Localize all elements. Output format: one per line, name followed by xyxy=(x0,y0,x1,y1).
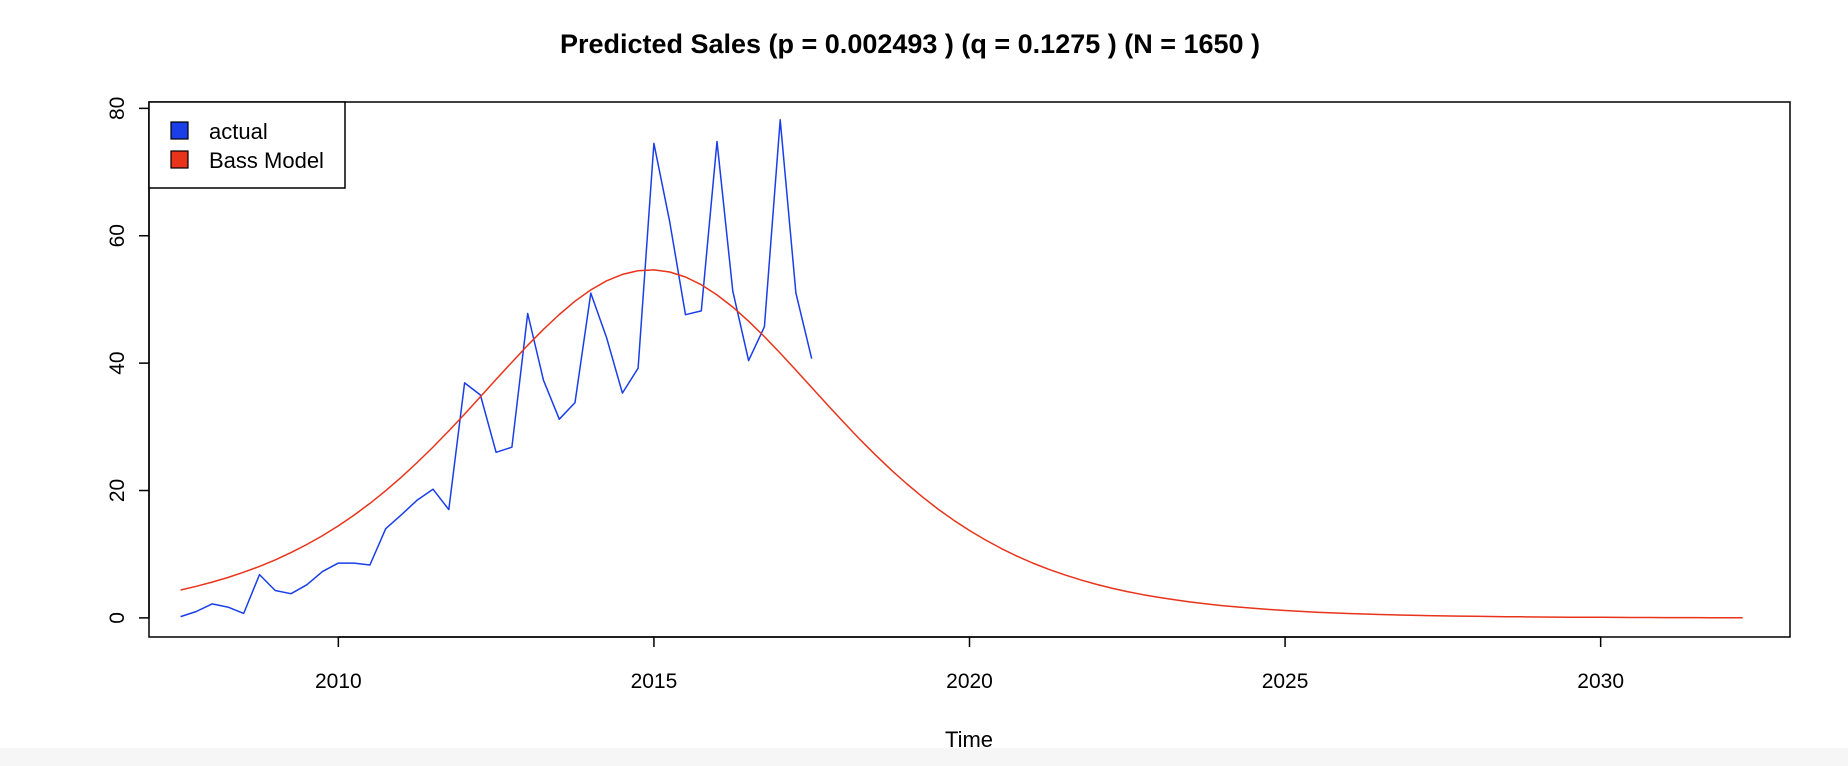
y-tick-label: 80 xyxy=(106,97,129,120)
page-bottom-strip xyxy=(0,748,1848,766)
x-tick-label: 2030 xyxy=(1577,670,1624,693)
legend-label-bass-model: Bass Model xyxy=(209,148,324,173)
legend-swatch-actual xyxy=(170,121,189,140)
x-tick-label: 2015 xyxy=(631,670,678,693)
legend-swatch-bass-model xyxy=(170,150,189,169)
legend: actual Bass Model xyxy=(148,101,346,189)
x-tick-label: 2020 xyxy=(946,670,993,693)
series-line-actual xyxy=(180,119,813,618)
legend-label-actual: actual xyxy=(209,119,268,144)
x-tick-label: 2010 xyxy=(315,670,362,693)
series-line-bass-model xyxy=(180,269,1743,619)
x-axis: 2010 2015 2020 2025 2030 xyxy=(315,636,1624,693)
plot-frame xyxy=(148,101,1791,638)
y-axis: 0 20 40 60 80 xyxy=(106,97,150,624)
chart-title: Predicted Sales (p = 0.002493 ) (q = 0.1… xyxy=(560,29,1260,59)
y-tick-label: 60 xyxy=(106,224,129,247)
x-axis-label: Time xyxy=(945,727,993,752)
legend-box xyxy=(148,101,346,189)
y-tick-label: 20 xyxy=(106,479,129,502)
x-tick-label: 2025 xyxy=(1262,670,1309,693)
y-tick-label: 40 xyxy=(106,351,129,374)
series-layer xyxy=(180,119,1743,619)
y-tick-label: 0 xyxy=(106,612,129,624)
